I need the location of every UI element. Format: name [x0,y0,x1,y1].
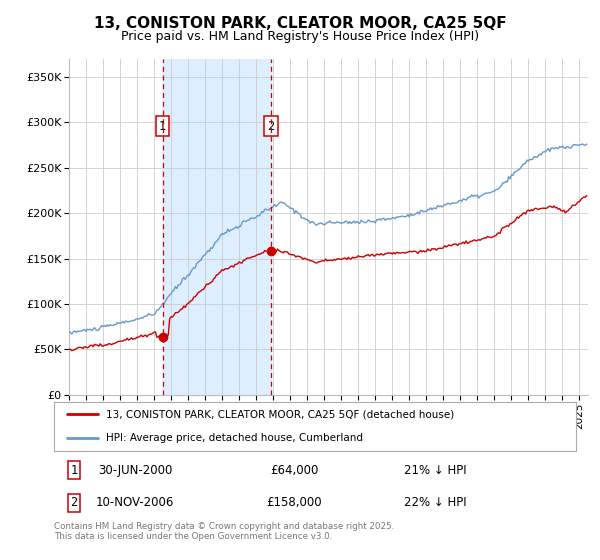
Text: 2: 2 [70,497,77,510]
Text: £64,000: £64,000 [270,464,319,477]
Text: 10-NOV-2006: 10-NOV-2006 [96,497,174,510]
Text: 1: 1 [159,119,166,133]
Text: 21% ↓ HPI: 21% ↓ HPI [404,464,466,477]
Text: 13, CONISTON PARK, CLEATOR MOOR, CA25 5QF: 13, CONISTON PARK, CLEATOR MOOR, CA25 5Q… [94,16,506,31]
Text: 2: 2 [267,119,274,133]
Text: 22% ↓ HPI: 22% ↓ HPI [404,497,466,510]
Text: 30-JUN-2000: 30-JUN-2000 [98,464,172,477]
Text: Contains HM Land Registry data © Crown copyright and database right 2025.
This d: Contains HM Land Registry data © Crown c… [54,522,394,542]
Text: HPI: Average price, detached house, Cumberland: HPI: Average price, detached house, Cumb… [106,433,363,443]
Text: Price paid vs. HM Land Registry's House Price Index (HPI): Price paid vs. HM Land Registry's House … [121,30,479,43]
Text: 13, CONISTON PARK, CLEATOR MOOR, CA25 5QF (detached house): 13, CONISTON PARK, CLEATOR MOOR, CA25 5Q… [106,409,454,419]
Text: £158,000: £158,000 [266,497,322,510]
Text: 1: 1 [70,464,77,477]
Bar [163,59,271,395]
